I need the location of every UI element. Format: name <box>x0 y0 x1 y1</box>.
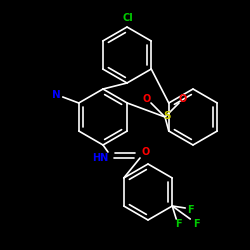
Text: F: F <box>187 205 194 215</box>
Text: S: S <box>163 111 171 121</box>
Text: O: O <box>142 147 150 157</box>
Text: O: O <box>179 94 187 104</box>
Text: O: O <box>143 94 151 104</box>
Text: HN: HN <box>92 153 108 163</box>
Text: F: F <box>175 219 182 229</box>
Text: Cl: Cl <box>122 13 134 23</box>
Text: F: F <box>193 219 200 229</box>
Text: N: N <box>52 90 61 100</box>
